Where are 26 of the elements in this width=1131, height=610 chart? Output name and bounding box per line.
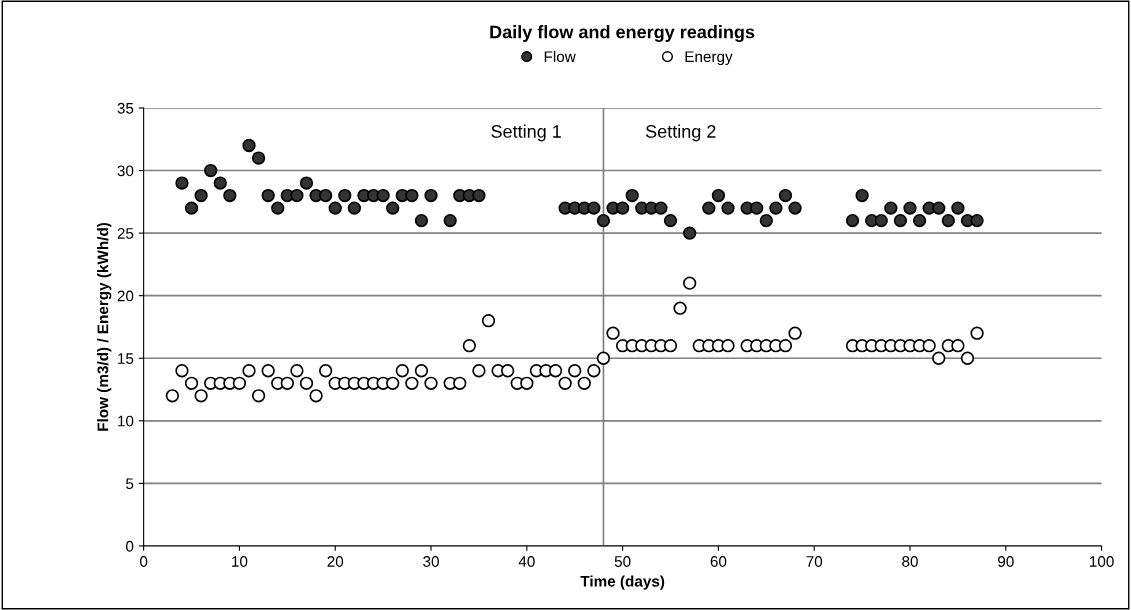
y-axis-title: Flow (m3/d) / Energy (kWh/d) [97,222,112,431]
x-tick-label: 40 [518,556,535,567]
x-tick-label: 80 [902,556,918,567]
x-tick-label: 20 [327,556,344,567]
chart-title: Daily flow and energy readings [490,25,755,43]
x-axis-title: Time (days) [580,575,665,590]
x-tick-label: 0 [139,556,148,567]
x-tick-label: 10 [232,556,248,567]
y-tick-label: 30 [117,165,134,177]
x-tick-label: 70 [806,556,823,567]
y-tick-label: 20 [117,290,134,302]
y-tick-label: 35 [117,102,134,114]
legend-label: Energy [685,51,733,66]
x-tick-label: 30 [423,556,439,567]
x-tick-label: 90 [998,556,1014,567]
y-tick-label: 10 [118,415,134,427]
annotation: Setting 1 [491,124,561,142]
y-tick-label: 25 [117,227,134,239]
x-tick-label: 100 [1090,556,1114,567]
x-tick-label: 50 [614,556,631,567]
annotation: Setting 2 [645,124,716,142]
y-tick-label: 0 [126,540,134,552]
x-tick-label: 60 [710,556,727,567]
y-tick-label: 5 [126,478,134,490]
legend-label: Flow [544,50,576,63]
y-tick-label: 15 [118,353,134,364]
